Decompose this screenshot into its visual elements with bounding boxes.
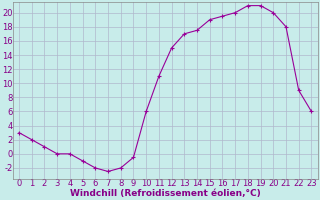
X-axis label: Windchill (Refroidissement éolien,°C): Windchill (Refroidissement éolien,°C): [70, 189, 260, 198]
